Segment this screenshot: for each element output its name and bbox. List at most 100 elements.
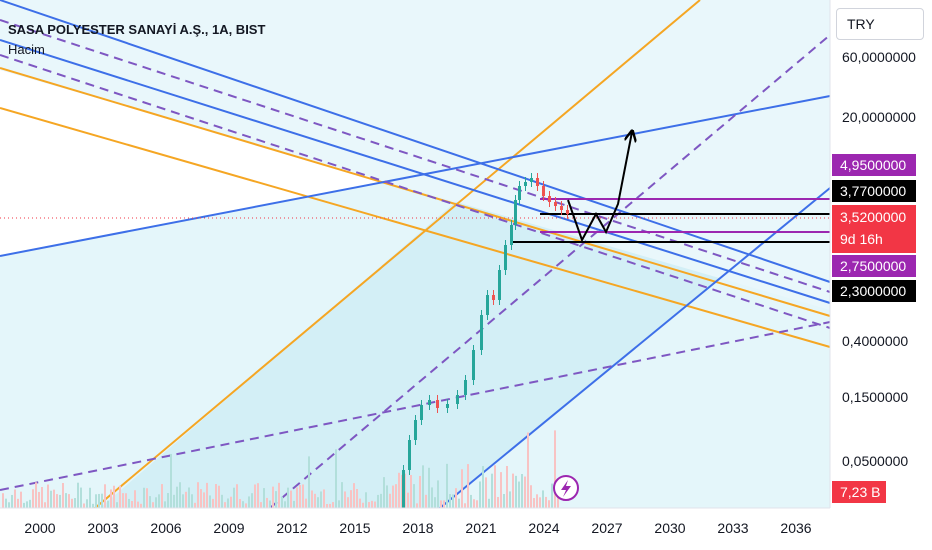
price-axis-labels: 60,0000000 20,0000000 0,4000000 0,150000… [842,49,916,469]
volume-bar [524,476,526,508]
volume-bar [182,494,184,508]
volume-bar [68,494,70,508]
volume-bar [383,477,385,508]
volume-bar [281,496,283,508]
blue-line-falling-upper [0,0,831,283]
volume-bar [380,493,382,508]
time-axis[interactable] [0,508,932,550]
candle-body [518,186,521,200]
volume-bar [458,498,460,508]
volume-bar [488,498,490,508]
candle-body [536,178,539,186]
volume-bar [437,480,439,508]
volume-bar [146,488,148,508]
volume-bar [233,487,235,508]
volume-bar [20,491,22,508]
volume-bar [332,502,334,508]
volume-bar [95,494,97,508]
volume-bar [26,501,28,508]
volume-bar [530,485,532,508]
candle-body [548,196,551,202]
volume-bar [302,484,304,508]
volume-tag: 7,23 B [832,481,886,503]
volume-bar [482,466,484,508]
volume-bar [467,464,469,508]
volume-bar [464,503,466,508]
y-tick-label: 0,1500000 [842,389,908,405]
volume-bar [323,489,325,508]
price-tag: 2,7500000 [832,255,916,277]
volume-bar [107,500,109,508]
volume-bar [155,497,157,508]
volume-bar [287,487,289,508]
volume-bar [86,499,88,508]
volume-bars [2,430,559,508]
volume-bar [476,500,478,508]
x-tick-label: 2012 [276,520,307,536]
orange-line-falling-lower [0,107,831,348]
volume-bar [518,481,520,508]
volume-bar [449,494,451,508]
x-tick-label: 2024 [528,520,559,536]
volume-bar [545,496,547,508]
volume-bar [554,430,556,508]
lightning-icon[interactable] [553,475,579,501]
price-axis[interactable] [830,0,932,508]
volume-bar [293,500,295,508]
volume-bar [359,498,361,508]
volume-bar [62,482,64,508]
chart-title: SASA POLYESTER SANAYİ A.Ş., 1A, BIST [8,22,266,37]
volume-bar [335,449,337,508]
volume-bar [542,490,544,508]
volume-bar [119,485,121,508]
volume-bar [551,483,553,508]
volume-bar [125,493,127,508]
candle-body [498,270,501,300]
volume-bar [431,487,433,508]
x-tick-label: 2015 [339,520,370,536]
volume-bar [236,484,238,508]
volume-bar [395,484,397,508]
volume-bar [497,496,499,508]
volume-bar [230,496,232,508]
candle-body [436,400,439,408]
volume-bar [386,485,388,508]
y-tick-label: 0,0500000 [842,453,908,469]
price-tag-label: 4,9500000 [840,157,906,173]
projection-path [567,132,632,243]
volume-bar [206,482,208,508]
currency-selector[interactable]: TRY [836,8,924,40]
volume-bar [137,501,139,508]
x-tick-label: 2036 [780,520,811,536]
volume-bar [242,501,244,508]
price-tag-label: 2,3000000 [840,283,906,299]
volume-bar [266,497,268,508]
volume-bar [389,493,391,508]
volume-bar [140,503,142,508]
volume-bar [35,482,37,508]
volume-bar [50,490,52,508]
candlesticks [402,173,569,513]
volume-bar [299,484,301,508]
candle-body [486,295,489,315]
volume-bar [347,497,349,508]
volume-bar [407,492,409,508]
volume-bar [248,496,250,508]
candle-body [402,470,405,508]
volume-bar [296,487,298,508]
x-tick-label: 2018 [402,520,433,536]
price-tag: 4,9500000 [832,154,916,176]
volume-bar [284,501,286,508]
volume-bar [533,498,535,508]
volume-bar [353,483,355,508]
volume-bar [491,473,493,508]
price-tag: 3,7700000 [832,180,916,202]
orange-line-rising [94,0,701,509]
price-tag-label: 2,7500000 [840,258,906,274]
candle-body [464,380,467,395]
volume-bar [14,489,16,508]
volume-bar [5,498,7,508]
volume-bar [362,502,364,508]
volume-bar [515,475,517,508]
